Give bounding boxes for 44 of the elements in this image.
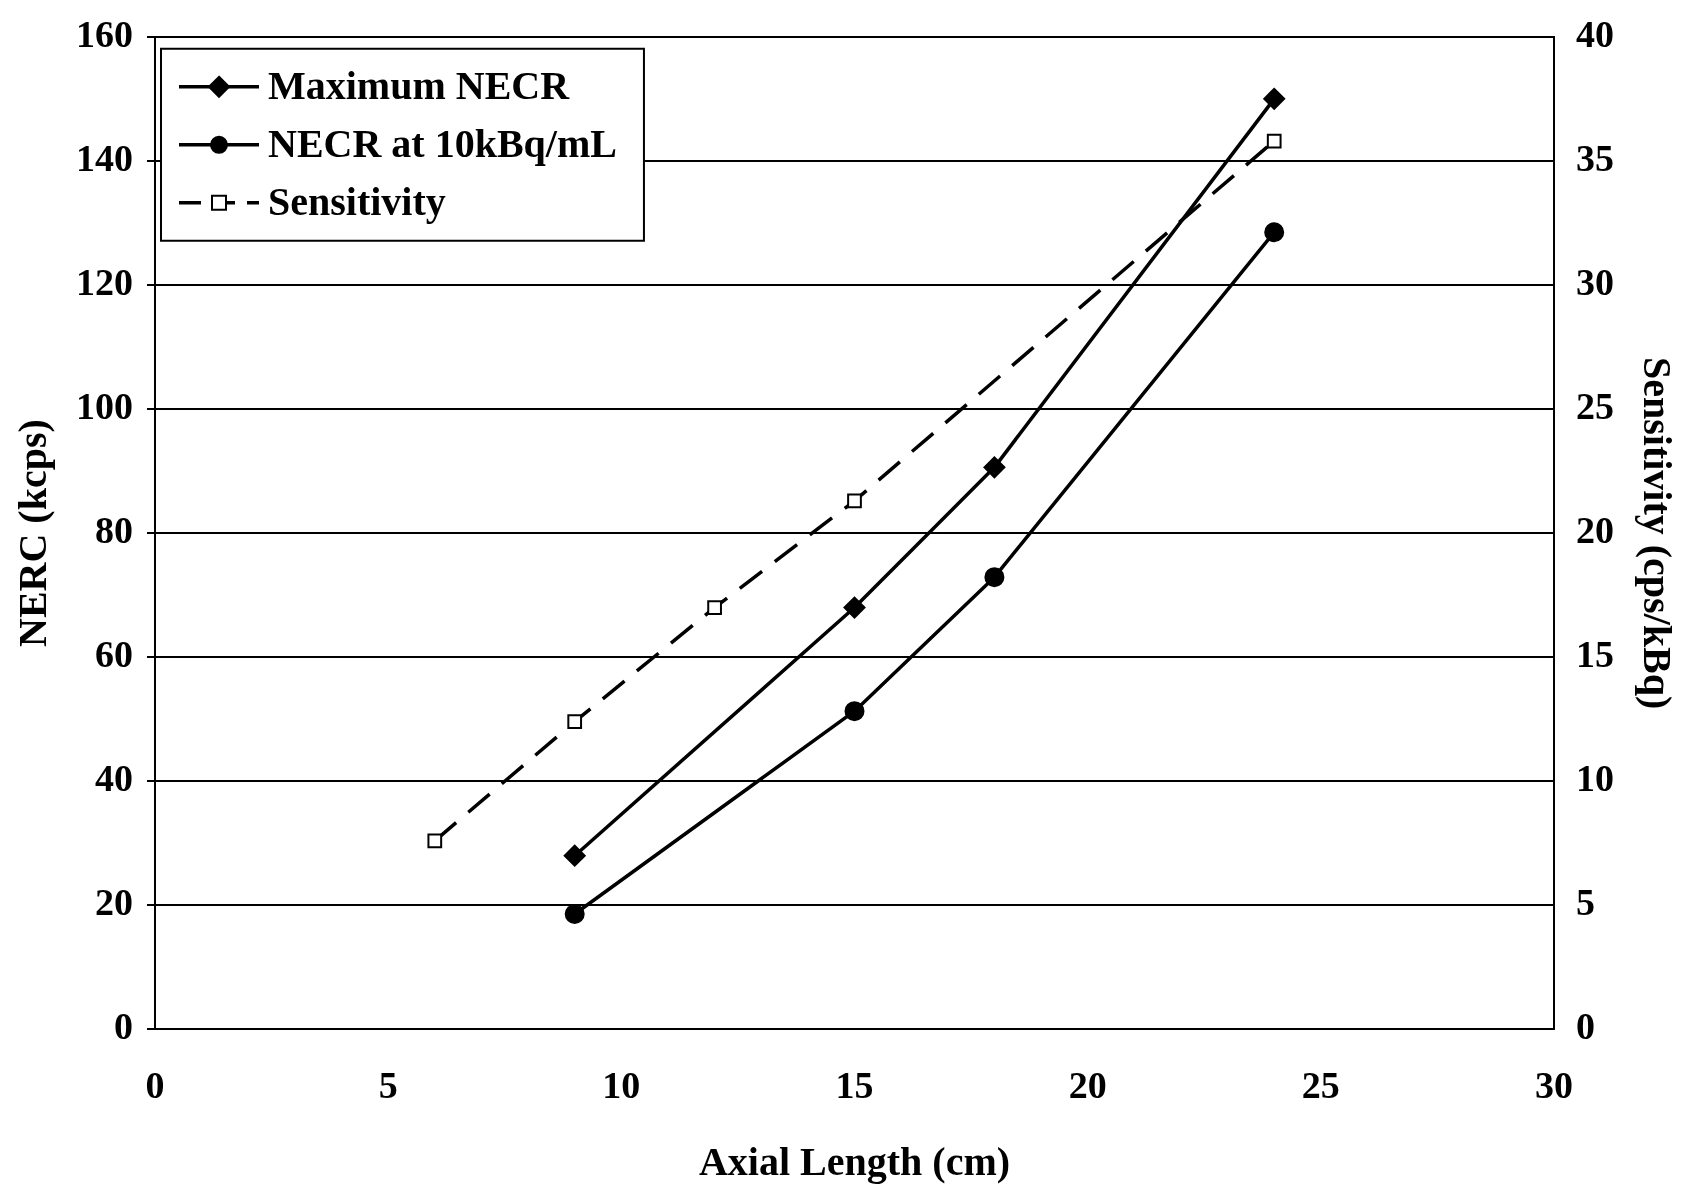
legend-label: Maximum NECR bbox=[268, 63, 571, 109]
y2-tick-label: 5 bbox=[1576, 881, 1595, 924]
point bbox=[567, 714, 583, 730]
y2-axis-title: Sensitivity (cps/kBq) bbox=[1634, 356, 1680, 710]
point bbox=[1264, 222, 1285, 243]
point bbox=[844, 701, 865, 722]
point bbox=[427, 833, 443, 849]
y2-tick-label: 15 bbox=[1576, 632, 1614, 675]
point bbox=[847, 493, 862, 509]
x-axis-title: Axial Length (cm) bbox=[698, 1139, 1011, 1185]
x-tick-label: 15 bbox=[835, 1064, 874, 1107]
point bbox=[843, 596, 866, 619]
y-tick-label: 140 bbox=[76, 136, 133, 179]
x-tick-label: 10 bbox=[602, 1064, 641, 1107]
legend-label: Sensitivity bbox=[268, 179, 446, 225]
x-tick-label: 0 bbox=[145, 1064, 165, 1107]
x-tick-label: 5 bbox=[378, 1064, 398, 1107]
x-tick-label: 20 bbox=[1068, 1064, 1107, 1107]
y2-tick-label: 30 bbox=[1576, 260, 1614, 303]
y2-tick-label: 35 bbox=[1576, 136, 1614, 179]
y2-tick-label: 20 bbox=[1576, 508, 1614, 551]
y2-tick-label: 25 bbox=[1576, 384, 1614, 427]
point bbox=[983, 456, 1006, 479]
y2-tick-label: 0 bbox=[1576, 1005, 1595, 1048]
y-tick-label: 60 bbox=[95, 632, 133, 675]
y-tick-label: 20 bbox=[95, 881, 133, 924]
legend-label: NECR at 10kBq/mL bbox=[268, 121, 617, 167]
y-tick-label: 160 bbox=[76, 12, 133, 55]
point bbox=[707, 600, 722, 615]
y-axis-title: NERC (kcps) bbox=[10, 419, 56, 647]
x-tick-label: 30 bbox=[1535, 1064, 1573, 1107]
y-tick-label: 40 bbox=[95, 757, 133, 800]
point bbox=[984, 567, 1005, 588]
y-tick-label: 120 bbox=[76, 260, 133, 303]
y-tick-label: 100 bbox=[76, 384, 133, 427]
point bbox=[563, 844, 586, 867]
x-tick-label: 25 bbox=[1301, 1064, 1340, 1107]
y-tick-label: 80 bbox=[95, 508, 133, 551]
point bbox=[564, 904, 585, 925]
point bbox=[1266, 133, 1282, 149]
y-tick-label: 0 bbox=[114, 1005, 133, 1048]
point bbox=[1263, 87, 1286, 110]
y2-tick-label: 40 bbox=[1576, 12, 1614, 55]
y2-tick-label: 10 bbox=[1576, 757, 1614, 800]
